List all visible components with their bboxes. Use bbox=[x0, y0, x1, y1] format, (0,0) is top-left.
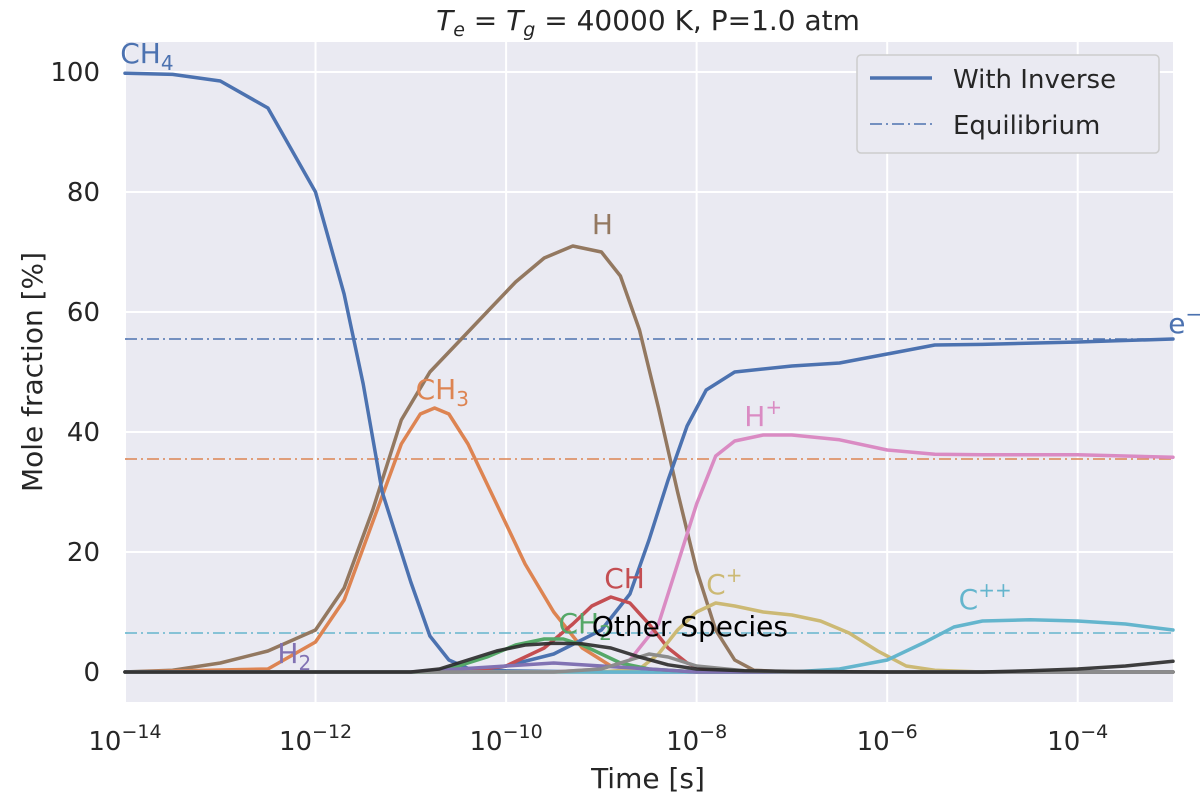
label-ch4: CH4 bbox=[120, 37, 173, 75]
label-hplus: H+ bbox=[744, 395, 782, 433]
x-tick-labels: 10−14 10−12 10−10 10−8 10−6 10−4 bbox=[88, 721, 1108, 757]
y-axis-label: Mole fraction [%] bbox=[16, 252, 49, 492]
label-h2: H2 bbox=[277, 637, 311, 675]
y-tick-label: 0 bbox=[83, 658, 100, 688]
legend-box bbox=[856, 54, 1160, 154]
series-line-other-species bbox=[123, 641, 1175, 674]
y-tick-labels: 0 20 40 60 80 100 bbox=[50, 58, 100, 688]
equilibrium-lines bbox=[125, 338, 1173, 634]
x-tick-label: 10−12 bbox=[279, 721, 352, 757]
x-tick-label: 10−6 bbox=[857, 721, 918, 757]
series-line-h bbox=[123, 244, 1175, 674]
x-axis-label: Time [s] bbox=[590, 762, 705, 795]
y-tick-label: 60 bbox=[67, 298, 100, 328]
x-tick-label: 10−10 bbox=[469, 721, 542, 757]
series-line-ch4 bbox=[123, 71, 1175, 674]
label-ch3: CH3 bbox=[416, 373, 469, 411]
label-h: H bbox=[592, 208, 613, 241]
legend: With Inverse Equilibrium bbox=[856, 54, 1160, 154]
y-tick-label: 40 bbox=[67, 418, 100, 448]
series-line-eminus bbox=[123, 337, 1175, 674]
label-other-species: Other Species bbox=[592, 610, 788, 643]
y-tick-label: 20 bbox=[67, 538, 100, 568]
x-tick-label: 10−14 bbox=[88, 721, 161, 757]
x-tick-label: 10−4 bbox=[1047, 721, 1108, 757]
label-eminus: e− bbox=[1168, 302, 1200, 340]
legend-label-with-inverse: With Inverse bbox=[953, 65, 1116, 95]
x-tick-label: 10−8 bbox=[666, 721, 727, 757]
legend-label-equilibrium: Equilibrium bbox=[953, 111, 1100, 141]
label-cplusplus: C++ bbox=[959, 578, 1012, 616]
y-tick-label: 80 bbox=[67, 178, 100, 208]
label-ch2: CH2 bbox=[558, 607, 611, 645]
chart-title: Te = Tg = 40000 K, P=1.0 atm bbox=[436, 4, 860, 41]
series-lines bbox=[123, 71, 1175, 674]
y-tick-label: 100 bbox=[50, 58, 100, 88]
grid-lines bbox=[124, 42, 1173, 702]
label-ch: CH bbox=[604, 562, 645, 595]
label-cplus: C+ bbox=[706, 563, 742, 601]
